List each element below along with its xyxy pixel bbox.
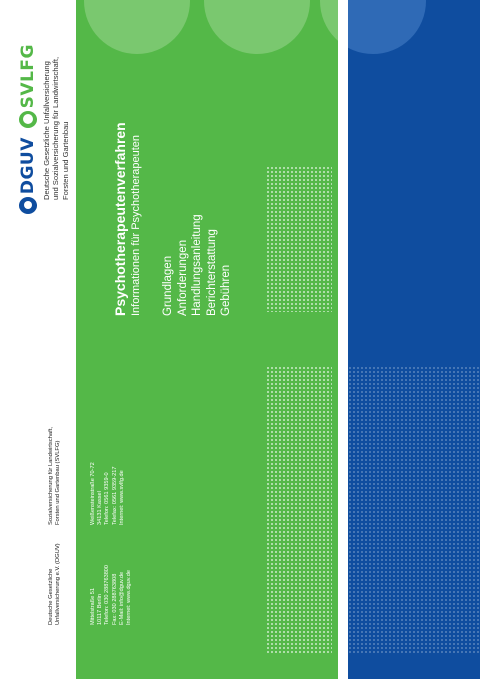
- svlfg-name: Sozialversicherung für Landwirtschaft, F…: [48, 395, 62, 525]
- left-white-panel: [0, 0, 76, 679]
- address-name-line: Forsten und Gartenbau (SVLFG): [55, 440, 62, 525]
- dot-pattern: [348, 366, 480, 654]
- address-line: Telefax: 0561 9359-217: [111, 466, 118, 525]
- svlfg-address: Weißensteinstraße 70-72 34131 Kassel Tel…: [90, 395, 126, 525]
- document-subtitle: Informationen für Psychotherapeuten: [130, 134, 142, 316]
- organization-line: und Sozialversicherung für Landwirtschaf…: [51, 56, 61, 200]
- topic-item: Anforderungen: [176, 239, 189, 316]
- decorative-circle: [348, 0, 426, 54]
- title-block: Psychotherapeutenverfahren Informationen…: [112, 16, 234, 316]
- topic-item: Gebühren: [220, 264, 232, 316]
- dot-pattern: [266, 366, 332, 654]
- dguv-logo-icon: [19, 197, 37, 214]
- organization-line: Forsten und Gartenbau: [60, 121, 70, 200]
- blue-panel: [348, 0, 480, 679]
- topic-item: Handlungsanleitung: [191, 214, 203, 316]
- organization-line: Deutsche Gesetzliche Unfallversicherung: [42, 61, 51, 200]
- svlfg-logo-icon: [19, 111, 37, 129]
- address-line: 34131 Kassel: [97, 491, 104, 525]
- address-line: Weißensteinstraße 70-72: [90, 462, 96, 525]
- divider-strip: [338, 0, 348, 679]
- dot-pattern: [266, 166, 332, 312]
- address-line: Internet: www.svlfg.de: [118, 470, 125, 525]
- decorative-circle: [320, 0, 338, 54]
- topic-list: Grundlagen Anforderungen Handlungsanleit…: [161, 16, 234, 316]
- address-line: Internet: www.dguv.de: [126, 570, 133, 625]
- topic-item: Berichterstattung: [205, 229, 218, 316]
- topic-item: Grundlagen: [162, 255, 174, 316]
- address-name-line: Sozialversicherung für Landwirtschaft,: [48, 427, 54, 525]
- green-panel: [76, 0, 338, 679]
- document-title: Psychotherapeutenverfahren: [112, 122, 128, 316]
- address-line: Telefon: 0561 9359-0: [104, 472, 111, 525]
- organization-lines: Deutsche Gesetzliche Unfallversicherung …: [42, 0, 70, 200]
- svlfg-logo-text: SVLFG: [18, 44, 38, 109]
- dguv-logo-text: DGUV: [18, 137, 38, 195]
